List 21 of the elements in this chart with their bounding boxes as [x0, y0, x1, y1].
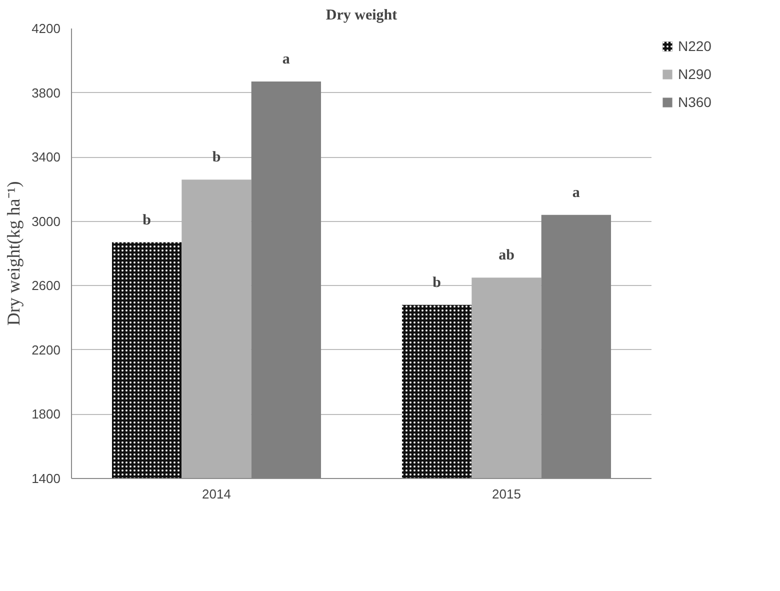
data-label: b — [212, 150, 221, 166]
y-tick-label: 1400 — [32, 471, 60, 486]
y-tick-label: 3800 — [32, 85, 60, 100]
legend-label: N290 — [678, 66, 712, 82]
data-label: a — [282, 52, 290, 68]
y-axis-title: Dry weight(kg ha⁻¹) — [4, 181, 24, 326]
legend-label: N220 — [678, 38, 712, 54]
y-tick-label: 4200 — [32, 21, 60, 36]
chart-title: Dry weight — [326, 8, 398, 24]
y-tick-label: 1800 — [32, 406, 60, 422]
y-tick-label: 2200 — [32, 342, 60, 358]
data-label: ab — [498, 248, 514, 264]
data-label: b — [142, 212, 152, 228]
y-tick-label: 2600 — [32, 278, 60, 294]
x-tick-label: 2015 — [492, 486, 521, 502]
data-label: a — [572, 184, 580, 201]
y-tick-label: 3000 — [32, 214, 60, 229]
data-label: b — [432, 274, 442, 291]
x-tick-label: 2014 — [202, 486, 231, 502]
y-tick-label: 3400 — [32, 150, 60, 165]
legend-label: N360 — [678, 94, 712, 110]
